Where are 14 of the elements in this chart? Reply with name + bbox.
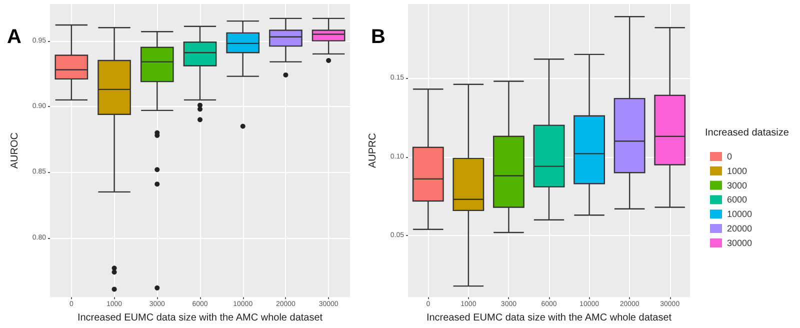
legend-label: 1000: [727, 166, 748, 176]
y-axis-title: AUPRC: [368, 133, 378, 168]
legend-label: 0: [727, 152, 732, 162]
legend-title: Increased datasize: [705, 128, 790, 138]
text: B: [371, 26, 386, 48]
legend-label: 6000: [727, 194, 748, 205]
legend-label: 30000: [727, 238, 752, 248]
text: A: [7, 26, 22, 48]
x-axis-title: Increased EUMC data size with the AMC whole dataset: [426, 312, 672, 324]
x-axis-title: Increased EUMC data size with the AMC whole dataset: [77, 312, 323, 324]
legend-label: 10000: [727, 209, 752, 220]
legend-label: 3000: [727, 180, 748, 190]
y-axis-title: AUROC: [10, 132, 20, 169]
legend-label: 20000: [727, 224, 752, 234]
